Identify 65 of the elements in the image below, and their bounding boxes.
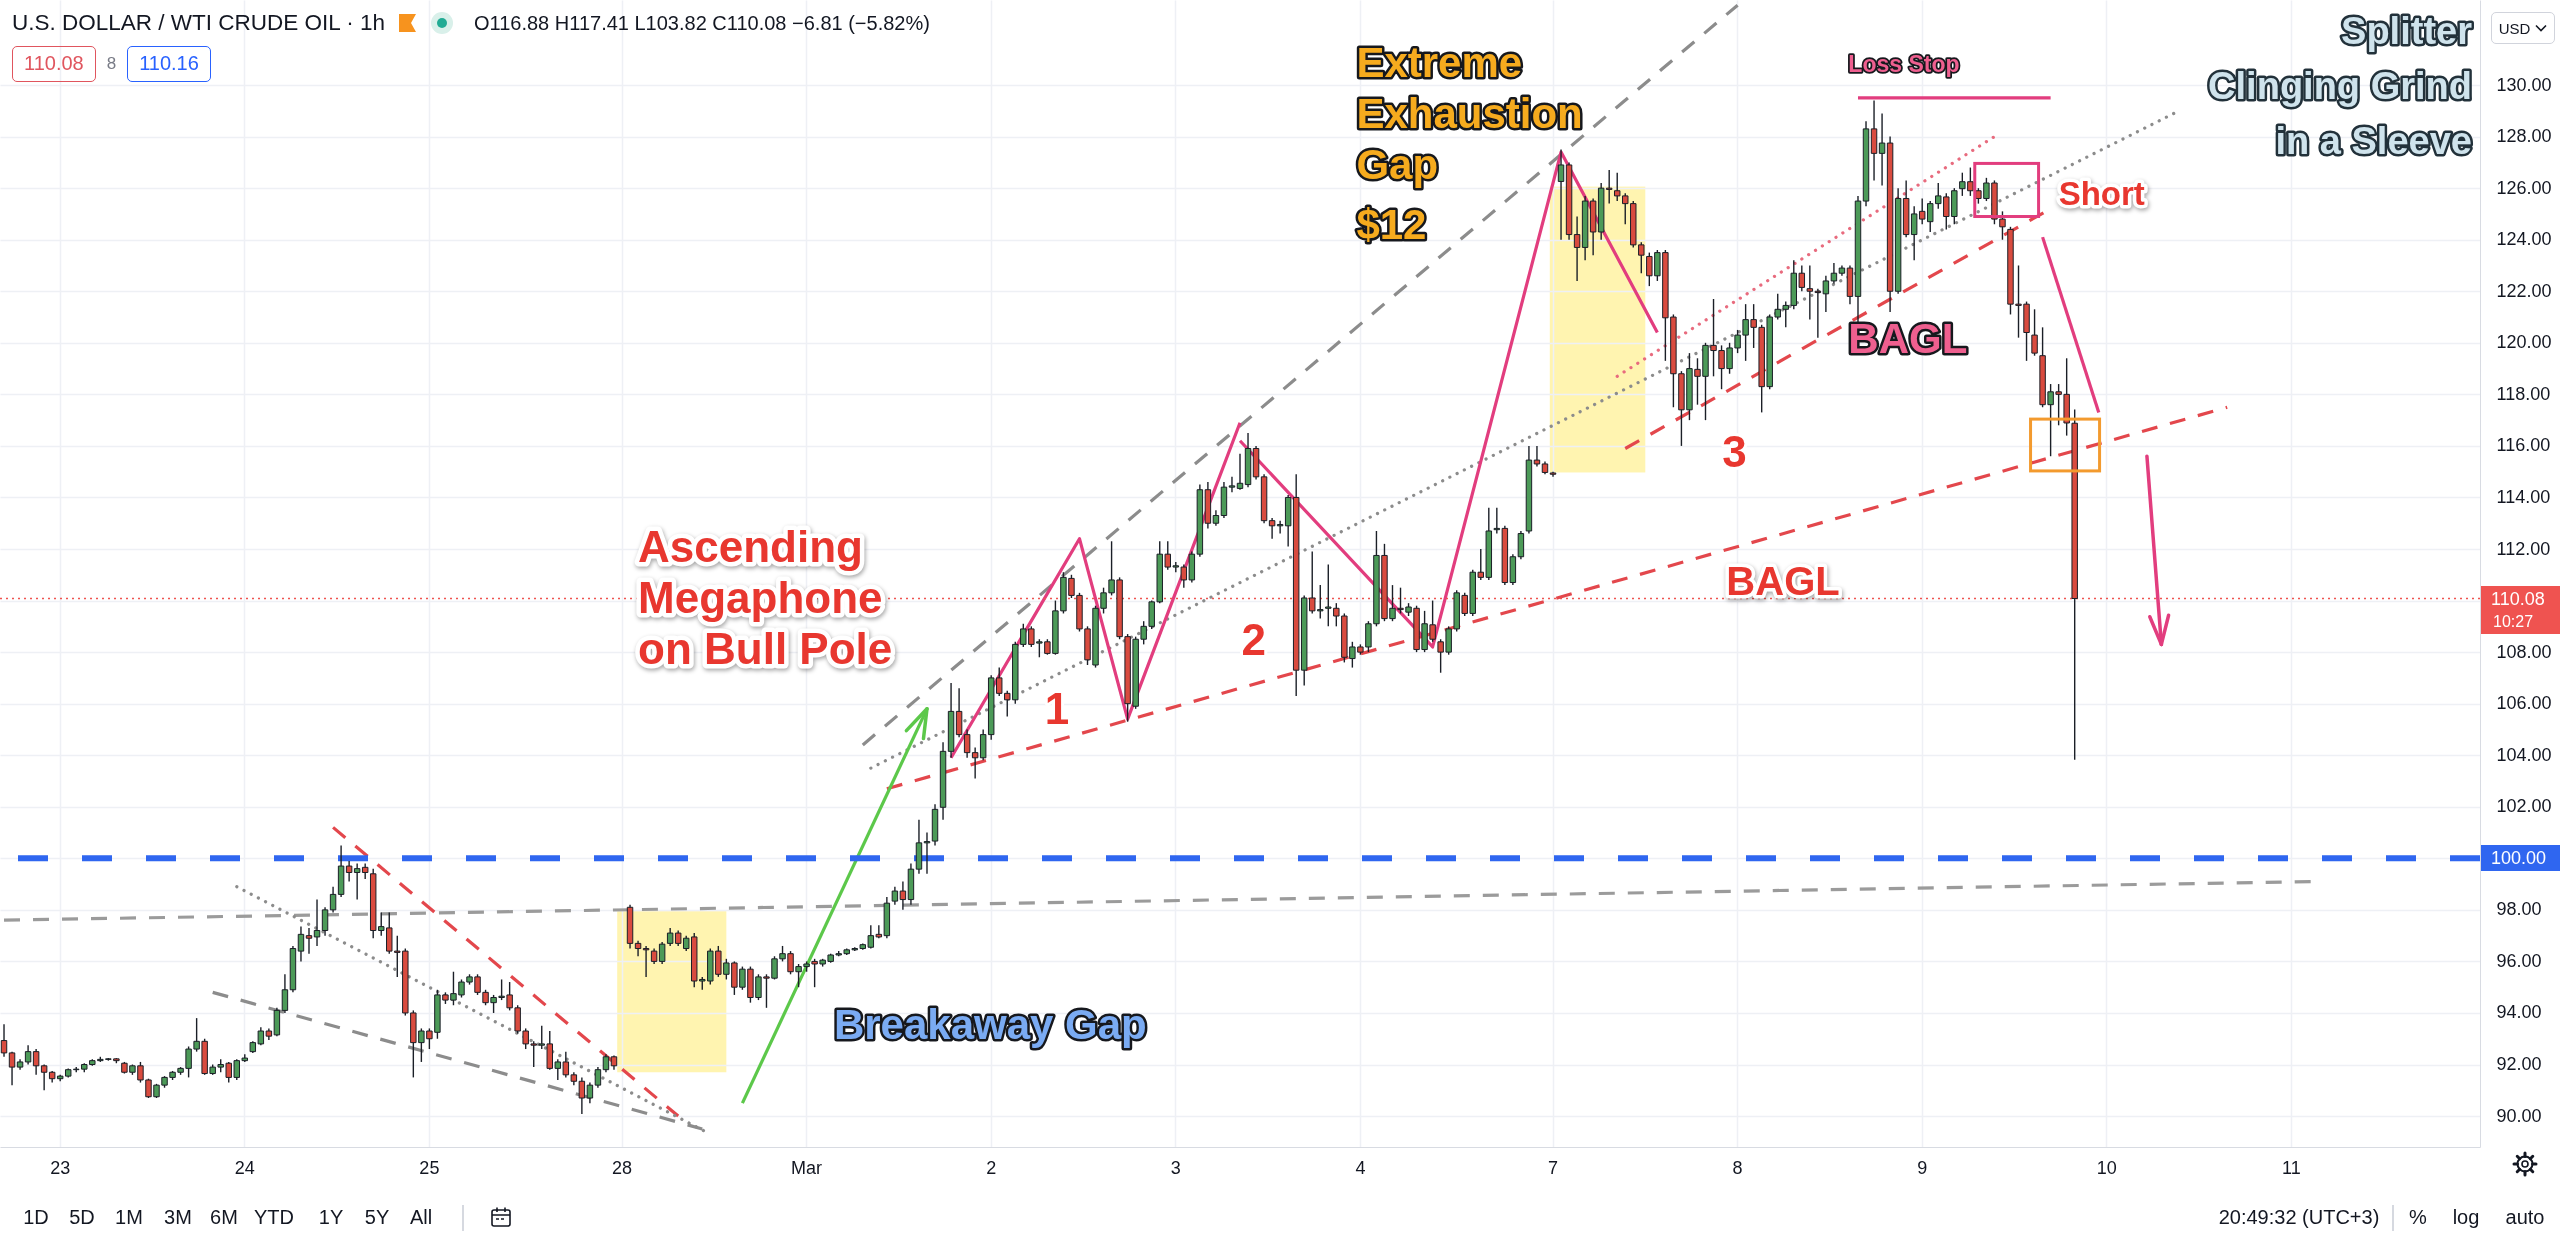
x-tick-label: 9 [1917, 1157, 1928, 1178]
y-tick-label: 96.00 [2496, 950, 2542, 971]
y-tick-label: 98.00 [2496, 899, 2542, 920]
annotation: Extreme Exhaustion Gap $12 [1356, 39, 1583, 249]
x-tick-label: 11 [2282, 1157, 2301, 1178]
y-tick-label: 124.00 [2496, 229, 2552, 250]
text: 6M [210, 1205, 238, 1229]
x-tick-label: 10 [2096, 1157, 2117, 1178]
annotation: Splitter Clinging Grind in a Sleeve [2208, 9, 2473, 162]
chart-title: U.S. DOLLAR / WTI CRUDE OIL · 1h [12, 10, 385, 36]
x-tick-label: 24 [234, 1157, 255, 1178]
y-tick-label: 112.00 [2496, 538, 2551, 559]
y-tick-label: 108.00 [2496, 641, 2552, 662]
text: 1M [115, 1205, 143, 1229]
y-tick-label: 130.00 [2496, 74, 2552, 95]
y-tick-label: 114.00 [2496, 486, 2551, 507]
x-tick-label: 2 [986, 1157, 997, 1178]
y-tick-label: 126.00 [2496, 177, 2552, 198]
x-tick-label: 25 [419, 1157, 440, 1178]
annotation: BAGL [1848, 315, 1968, 363]
x-tick-label: 7 [1548, 1157, 1559, 1178]
annotation: Short [2058, 174, 2145, 212]
y-tick-label: 106.00 [2496, 693, 2552, 714]
y-tick-label: 128.00 [2496, 126, 2552, 147]
text: O116.88 H117.41 L103.82 C110.08 −6.81 (−5.82%) [474, 11, 930, 35]
annotation: Loss Stop [1848, 51, 1960, 78]
annotation: Ascending Megaphone on Bull Pole [638, 521, 893, 673]
text: All [409, 1205, 433, 1229]
text: 5Y [364, 1205, 390, 1229]
annotation: 8 [105, 54, 118, 74]
text: 1D [23, 1205, 49, 1229]
y-tick-label: 104.00 [2496, 744, 2552, 765]
y-tick-label: 122.00 [2496, 280, 2552, 301]
annotation: 2 [1241, 614, 1266, 664]
text: % [2409, 1205, 2427, 1229]
y-tick-label: 118.00 [2496, 383, 2551, 404]
x-tick-label: 28 [611, 1157, 633, 1178]
text: YTD [254, 1205, 294, 1229]
ref-line-label: 100.00 [2481, 845, 2560, 872]
annotation: 3 [1722, 426, 1747, 476]
text: 5D [69, 1205, 95, 1229]
x-tick-label: 4 [1355, 1157, 1366, 1178]
x-tick-label: 8 [1732, 1157, 1743, 1178]
text: 10:27 [2481, 611, 2560, 634]
text: 1Y [318, 1205, 344, 1229]
ref-line-label: 110.08 [2481, 585, 2560, 612]
annotation: 110.16 [127, 46, 211, 82]
y-tick-label: 94.00 [2496, 1002, 2542, 1023]
y-tick-label: 90.00 [2496, 1105, 2542, 1126]
annotation: BAGL [1726, 559, 1840, 604]
y-tick-label: 102.00 [2496, 796, 2552, 817]
text: 3M [164, 1205, 192, 1229]
annotation: 1 [1044, 684, 1070, 734]
x-tick-label: 3 [1170, 1157, 1181, 1178]
text: auto [2505, 1205, 2545, 1229]
annotation: Breakaway Gap [833, 1000, 1147, 1048]
y-tick-label: 116.00 [2496, 435, 2551, 456]
y-tick-label: 92.00 [2496, 1054, 2542, 1075]
text: USD [2498, 19, 2531, 37]
x-tick-label: Mar [791, 1157, 823, 1178]
y-tick-label: 120.00 [2496, 332, 2552, 353]
x-tick-label: 23 [50, 1157, 71, 1178]
text: log [2452, 1205, 2480, 1229]
text: 20:49:32 (UTC+3) [2218, 1205, 2380, 1229]
annotation: 110.08 [12, 46, 96, 82]
